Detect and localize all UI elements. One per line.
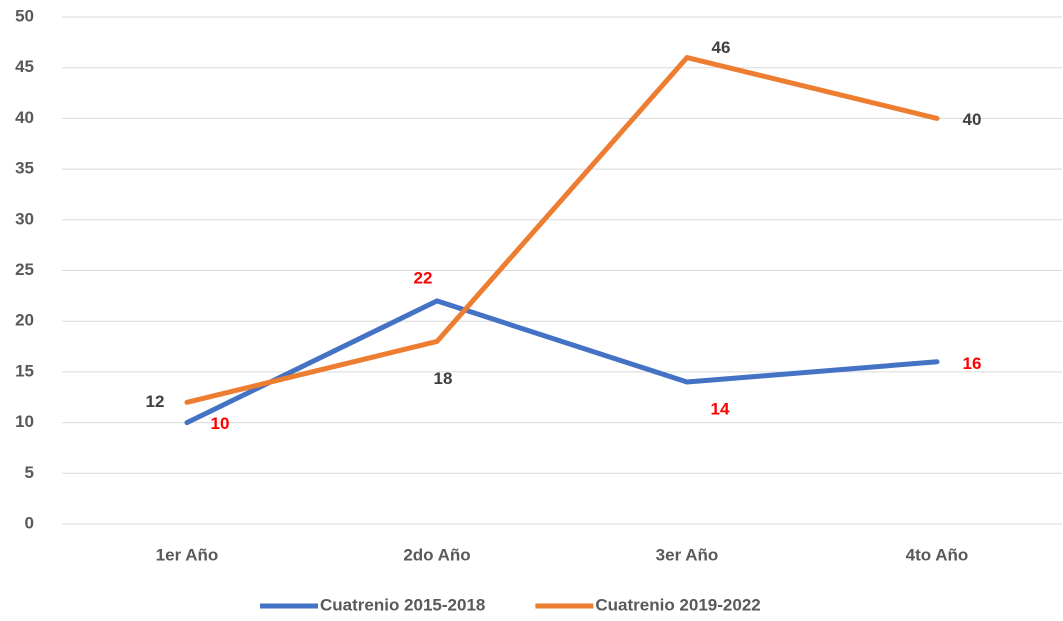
legend-label: Cuatrenio 2019-2022: [595, 595, 760, 614]
x-tick-label: 3er Año: [656, 545, 719, 564]
y-tick-label: 40: [15, 108, 34, 127]
y-tick-label: 35: [15, 159, 34, 178]
x-tick-label: 1er Año: [156, 545, 219, 564]
y-tick-label: 15: [15, 361, 34, 380]
data-label: 10: [211, 414, 230, 433]
y-tick-label: 0: [25, 513, 34, 532]
line: [184, 55, 940, 405]
data-label: 16: [963, 354, 982, 373]
y-tick-label: 45: [15, 57, 34, 76]
y-tick-label: 20: [15, 311, 34, 330]
data-label: 14: [711, 400, 730, 419]
y-tick-label: 10: [15, 412, 34, 431]
y-tick-label: 25: [15, 260, 34, 279]
y-tick-label: 30: [15, 209, 34, 228]
data-label: 12: [146, 392, 165, 411]
data-label: 22: [414, 268, 433, 287]
y-tick-label: 5: [25, 463, 34, 482]
x-tick-label: 4to Año: [906, 545, 969, 564]
line: [184, 298, 940, 426]
x-tick-label: 2do Año: [403, 545, 470, 564]
legend-label: Cuatrenio 2015-2018: [320, 595, 485, 614]
data-label: 46: [712, 38, 731, 57]
y-tick-label: 50: [15, 6, 34, 25]
data-label: 18: [434, 369, 453, 388]
data-label: 40: [963, 110, 982, 129]
